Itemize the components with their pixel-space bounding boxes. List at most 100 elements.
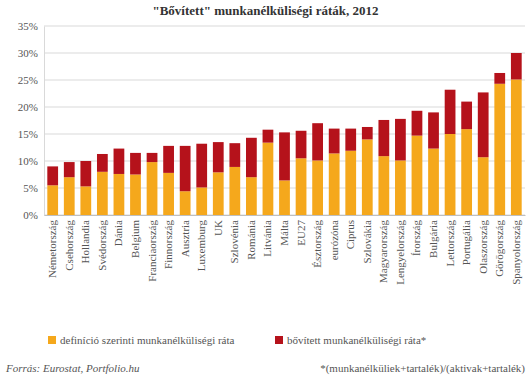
bar	[147, 153, 158, 162]
x-tick-label: Spanyolország	[510, 220, 522, 285]
bar	[229, 143, 240, 167]
y-tick: 25%	[18, 74, 44, 86]
x-tick: Franciaország	[146, 215, 158, 282]
y-tick-label: 0%	[23, 209, 38, 221]
x-tick-label: Olaszország	[477, 220, 489, 274]
x-tick-label: Finnország	[162, 220, 174, 269]
legend-item: definíció szerinti munkanélküliségi ráta	[48, 334, 235, 346]
x-axis-line	[45, 215, 526, 216]
x-tick: Szlovákia	[361, 215, 373, 263]
bar	[362, 139, 373, 215]
x-tick-label: eurózóna	[328, 220, 340, 260]
bar	[263, 130, 274, 143]
bar	[279, 180, 290, 215]
y-tick: 10%	[18, 155, 44, 167]
x-tick: Ausztria	[179, 215, 191, 257]
bar	[428, 149, 439, 215]
x-tick: EU27	[295, 215, 307, 246]
x-tick-label: Málta	[278, 220, 290, 246]
y-tick-label: 10%	[18, 155, 38, 167]
bar	[511, 79, 522, 215]
x-tick: Dánia	[112, 215, 124, 246]
x-tick: Magyarország	[377, 215, 389, 283]
bar	[312, 123, 323, 160]
bar	[478, 92, 489, 157]
bar	[461, 102, 472, 130]
bar	[345, 151, 356, 215]
x-tick-label: Németország	[46, 220, 58, 279]
x-tick: Spanyolország	[510, 215, 522, 285]
x-tick-label: Portugália	[460, 220, 472, 265]
x-tick: Csehország	[63, 215, 75, 271]
x-tick: Szlovénia	[228, 215, 240, 263]
bar	[412, 111, 423, 136]
bar	[64, 177, 75, 215]
x-tick: UK	[212, 215, 224, 236]
bar	[296, 131, 307, 159]
x-tick: Litvánia	[261, 215, 273, 257]
y-tick-label: 35%	[18, 20, 38, 32]
y-tick-label: 5%	[23, 182, 38, 194]
bar	[511, 53, 522, 79]
x-tick: Olaszország	[477, 215, 489, 274]
x-tick: Észtország	[311, 215, 323, 268]
bar	[130, 153, 141, 175]
bar	[445, 90, 456, 134]
x-tick-label: Szlovákia	[361, 220, 373, 263]
legend-label: bővített munkanélküliségi ráta*	[287, 334, 426, 346]
bar	[213, 172, 224, 215]
x-tick-label: UK	[212, 220, 224, 236]
series	[47, 53, 521, 191]
bar	[163, 173, 174, 215]
x-tick-label: Svédország	[96, 220, 108, 271]
bar	[395, 160, 406, 215]
bar	[478, 157, 489, 215]
bar	[263, 143, 274, 215]
bar	[428, 112, 439, 148]
y-tick-label: 30%	[18, 47, 38, 59]
legend: definíció szerinti munkanélküliségi ráta…	[48, 334, 426, 346]
y-tick: 15%	[18, 128, 44, 140]
bar	[163, 146, 174, 173]
x-tick-label: Ausztria	[179, 220, 191, 257]
x-tick: Románia	[245, 215, 257, 260]
bar	[47, 166, 58, 185]
x-tick-label: Dánia	[112, 220, 124, 246]
x-tick: Hollandia	[79, 215, 91, 263]
bar	[378, 156, 389, 215]
x-tick: Portugália	[460, 215, 472, 265]
bar	[296, 158, 307, 215]
bar	[180, 191, 191, 215]
x-tick-label: Románia	[245, 220, 257, 260]
y-tick-label: 20%	[18, 101, 38, 113]
bar	[229, 167, 240, 215]
y-tick: 20%	[18, 101, 44, 113]
bar	[345, 129, 356, 151]
x-tick-label: Luxemburg	[195, 220, 207, 272]
y-axis-line	[44, 27, 45, 216]
annotation: *(munkanélküliek+tartalék)/(aktivak+tart…	[320, 362, 525, 375]
bar	[130, 175, 141, 216]
x-tick: Írország	[410, 215, 422, 256]
y-tick-label: 15%	[18, 128, 38, 140]
x-tick: Görögország	[493, 215, 505, 277]
series	[47, 79, 521, 215]
x-tick-label: Észtország	[311, 220, 323, 268]
bar	[114, 174, 125, 215]
y-tick: 30%	[18, 47, 44, 59]
x-tick-label: EU27	[295, 220, 307, 246]
x-tick-label: Litvánia	[261, 220, 273, 257]
grid-line	[44, 53, 525, 54]
x-tick-label: Hollandia	[79, 220, 91, 263]
x-tick-label: Franciaország	[146, 220, 158, 282]
x-axis: Németország Csehország Hollandia Svédország…	[45, 215, 526, 285]
bar	[97, 154, 108, 172]
x-tick: Belgium	[129, 215, 141, 258]
x-tick: Luxemburg	[195, 215, 207, 271]
grid-line	[44, 26, 525, 27]
x-tick: Lettország	[444, 215, 456, 266]
chart: "Bővített" munkanélküliségi ráták, 20120…	[0, 0, 531, 380]
x-tick-label: Belgium	[129, 220, 141, 258]
bar	[312, 160, 323, 215]
bar	[329, 129, 340, 154]
